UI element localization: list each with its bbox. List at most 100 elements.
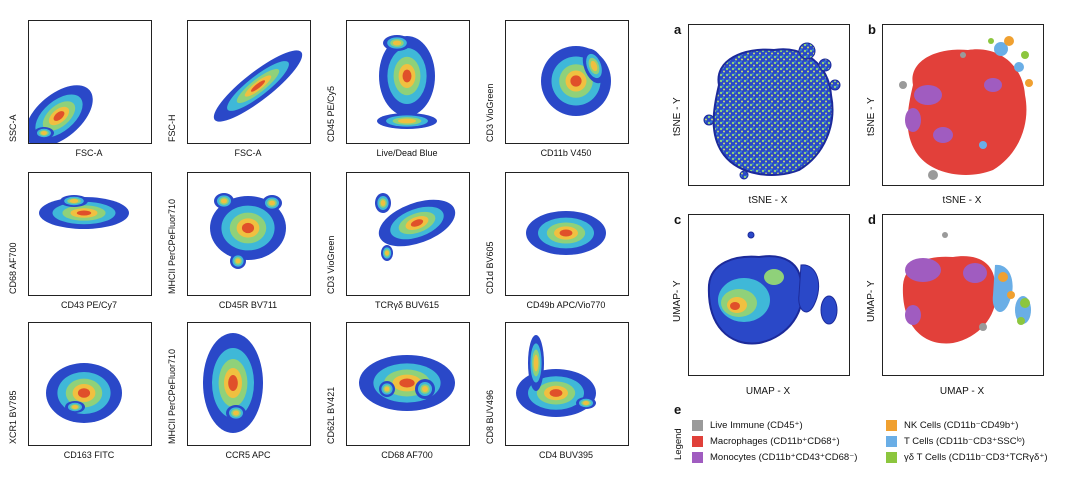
flow-plot-5-y-label: CD68 AF700 [8, 242, 18, 294]
legend-swatch-nk-cells [886, 420, 897, 431]
tsne-cluster-main [712, 48, 834, 176]
density-blob [533, 354, 539, 372]
nk-cell-regions [1004, 36, 1033, 87]
density-blob [77, 388, 91, 398]
umap-d-y-label: UMAP- Y [866, 280, 877, 323]
density-blob [250, 80, 266, 92]
density-blob [233, 410, 239, 416]
flow-plot-4-x-label: CD11b V450 [540, 148, 592, 158]
monocyte-regions [905, 78, 1002, 143]
density-blob [549, 389, 563, 397]
live-immune-regions [899, 52, 966, 180]
flow-plot-1-y-label: SSC-A [8, 114, 18, 142]
flow-plot-8-x-label: CD49b APC/Vio770 [526, 300, 606, 310]
flow-plot-5 [28, 172, 152, 296]
density-blob [422, 386, 428, 392]
tsne-satellite-clusters [703, 42, 841, 180]
density-blob [221, 198, 227, 204]
legend-swatch-monocytes [692, 452, 703, 463]
nk-cell-regions [998, 272, 1015, 299]
flow-plot-12 [505, 322, 629, 446]
density-blob [559, 229, 573, 237]
monocyte-regions [905, 258, 987, 325]
panel-letter-e: e [674, 402, 682, 417]
density-blob [590, 60, 598, 72]
flow-plot-11-y-label: CD62L BV421 [326, 386, 336, 444]
panel-letter-b: b [868, 22, 876, 37]
umap-satellite-clusters [747, 231, 838, 325]
flow-plot-7-y-label: CD3 VioGreen [326, 235, 336, 294]
density-blob [402, 69, 412, 83]
flow-plot-2 [187, 20, 311, 144]
flow-plot-11-x-label: CD68 AF700 [381, 450, 433, 460]
umap-cluster-main [707, 255, 804, 345]
umap-c-y-label: UMAP- Y [672, 280, 683, 323]
density-blob [269, 200, 275, 206]
flow-plot-9-y-label: XCR1 BV785 [8, 390, 18, 444]
live-immune-regions [942, 232, 987, 331]
density-blob [399, 378, 415, 388]
panel-letter-c: c [674, 212, 682, 227]
tsne-a-x-label: tSNE - X [748, 195, 788, 206]
flow-plot-12-x-label: CD4 BUV395 [538, 450, 594, 460]
legend-item-t-cells: T Cells (CD11b⁻CD3⁺SSCˡᵒ) [904, 436, 1025, 447]
flow-plot-9-x-label: CD163 FITC [63, 450, 115, 460]
flow-plot-10-x-label: CCR5 APC [225, 450, 271, 460]
flow-plot-6 [187, 172, 311, 296]
density-blob [410, 219, 424, 227]
density-blob [53, 111, 65, 121]
flow-plot-3-x-label: Live/Dead Blue [376, 148, 438, 158]
legend-item-monocytes: Monocytes (CD11b⁺CD43⁺CD68⁻) [710, 452, 858, 463]
gd-t-cell-regions [1017, 298, 1030, 325]
density-blob [583, 401, 589, 405]
density-blob [241, 222, 255, 234]
flow-plot-10 [187, 322, 311, 446]
density-blob [76, 210, 92, 216]
tsne-b-y-label: tSNE - Y [866, 97, 877, 136]
flow-plot-10-y-label: MHCII PerCPeFluor710 [167, 348, 177, 444]
legend-swatch-t-cells [886, 436, 897, 447]
density-blob [385, 250, 389, 256]
legend-swatch-macrophages [692, 436, 703, 447]
legend-item-gd-t-cells: γδ T Cells (CD11b⁻CD3⁺TCRγδ⁺) [904, 452, 1048, 463]
legend-title: Legend [673, 428, 684, 460]
flow-plot-8-y-label: CD1d BV605 [485, 241, 495, 294]
density-blob [380, 200, 386, 206]
legend-item-live-immune: Live Immune (CD45⁺) [710, 420, 803, 431]
flow-plot-3-y-label: CD45 PE/Cy5 [326, 85, 336, 142]
flow-plot-1 [28, 20, 152, 144]
flow-plot-8 [505, 172, 629, 296]
panel-letter-a: a [674, 22, 682, 37]
umap-d-x-label: UMAP - X [939, 386, 985, 397]
legend-swatch-gd-t-cells [886, 452, 897, 463]
flow-plot-4-y-label: CD3 VioGreen [485, 83, 495, 142]
flow-plot-3 [346, 20, 470, 144]
flow-plot-4 [505, 20, 629, 144]
flow-plot-5-x-label: CD43 PE/Cy7 [60, 300, 118, 310]
density-blob [69, 199, 79, 203]
flow-plot-1-x-label: FSC-A [75, 148, 103, 158]
panel-letter-d: d [868, 212, 876, 227]
legend-item-macrophages: Macrophages (CD11b⁺CD68⁺) [710, 436, 840, 447]
macrophage-cluster [907, 49, 1027, 175]
umap-population-plot [882, 214, 1044, 376]
tsne-b-x-label: tSNE - X [942, 195, 982, 206]
flow-plot-7 [346, 172, 470, 296]
density-blob [570, 75, 582, 87]
flow-plot-12-y-label: CD8 BUV496 [485, 389, 495, 444]
legend-swatch-live-immune [692, 420, 703, 431]
umap-c-x-label: UMAP - X [745, 386, 791, 397]
t-cell-regions [979, 42, 1024, 149]
tsne-density-plot [688, 24, 850, 186]
density-blob [398, 118, 416, 124]
gd-t-cell-regions [988, 38, 1029, 59]
flow-plot-9 [28, 322, 152, 446]
density-blob [384, 386, 390, 392]
flow-plot-2-x-label: FSC-A [234, 148, 262, 158]
density-blob [392, 40, 402, 46]
flow-plot-11 [346, 322, 470, 446]
legend-item-nk-cells: NK Cells (CD11b⁻CD49b⁺) [904, 420, 1019, 431]
flow-plot-2-y-label: FSC-H [167, 114, 177, 143]
density-blob [235, 258, 241, 264]
flow-plot-7-x-label: TCRγδ BUV615 [374, 300, 440, 310]
